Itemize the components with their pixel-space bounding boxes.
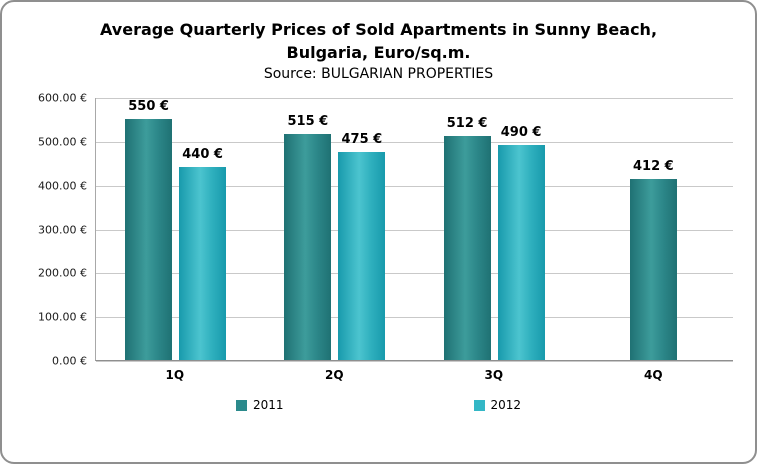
chart-subtitle: Source: BULGARIAN PROPERTIES [263,66,494,82]
legend-item-2011: 2011 [235,398,284,412]
chart-title-line1: Average Quarterly Prices of Sold Apartme… [99,20,658,39]
legend: 2011 2012 [2,398,755,412]
chart-title-line2: Bulgaria, Euro/sq.m. [286,43,471,62]
bar-group-4Q: 412 € [574,98,733,360]
gridline [96,361,733,362]
bar-2012-1Q: 440 € [179,147,227,360]
gridline [96,229,733,231]
bar-2011-4Q: 412 € [629,159,677,360]
legend-swatch-2012 [473,399,485,411]
x-axis-label-2Q: 2Q [324,368,344,382]
y-axis-tick-label: 100.00 € [38,310,87,324]
y-axis-tick-label: 300.00 € [38,223,87,236]
data-label-2011-4Q: 412 € [633,159,674,175]
bar-2011-2Q: 515 € [284,114,332,360]
bar-2012-3Q: 490 € [497,125,545,360]
data-label-2011-2Q: 515 € [287,114,329,130]
chart-title: Average Quarterly Prices of Sold Apartme… [2,18,755,64]
gridline [96,141,733,143]
gridline [96,98,733,99]
x-axis: 1Q 2Q 3Q 4Q [95,361,733,382]
legend-swatch-2011 [235,399,247,411]
y-axis-tick-label: 0.00 € [52,354,87,368]
bar-group-2Q: 515 € 475 € [255,98,414,360]
data-label-2012-2Q: 475 € [341,131,383,147]
data-label-2012-3Q: 490 € [500,125,542,141]
y-axis-tick-label: 500.00 € [38,135,87,149]
x-axis-label-1Q: 1Q [165,368,185,382]
bar-group-1Q: 550 € 440 € [96,98,255,360]
bar-2011-3Q: 512 € [443,116,491,360]
y-axis-tick-label: 200.00 € [38,266,87,280]
data-label-2011-3Q: 512 € [446,115,488,131]
gridline [96,185,733,187]
x-axis-label-4Q: 4Q [643,368,663,382]
bar-2012-2Q: 475 € [338,132,386,360]
bar-groups: 550 € 440 € 515 € 475 € 512 € 490 € 412 € [96,98,733,360]
plot-area: 600.00 € 500.00 € 400.00 € 300.00 € 200.00 €… [38,92,733,368]
y-axis-tick-label: 600.00 € [38,91,87,105]
legend-item-2012: 2012 [473,398,522,412]
legend-label-2011: 2011 [252,398,284,412]
gridline [96,273,733,275]
y-axis-tick-label: 400.00 € [38,179,87,193]
data-label-2012-1Q: 440 € [182,147,223,163]
bar-2011-1Q: 550 € [125,99,173,360]
legend-label-2012: 2012 [490,398,522,412]
gridline [96,317,733,319]
data-label-2011-1Q: 550 € [128,98,169,114]
x-axis-label-3Q: 3Q [484,368,504,382]
bar-group-3Q: 512 € 490 € [415,98,574,360]
